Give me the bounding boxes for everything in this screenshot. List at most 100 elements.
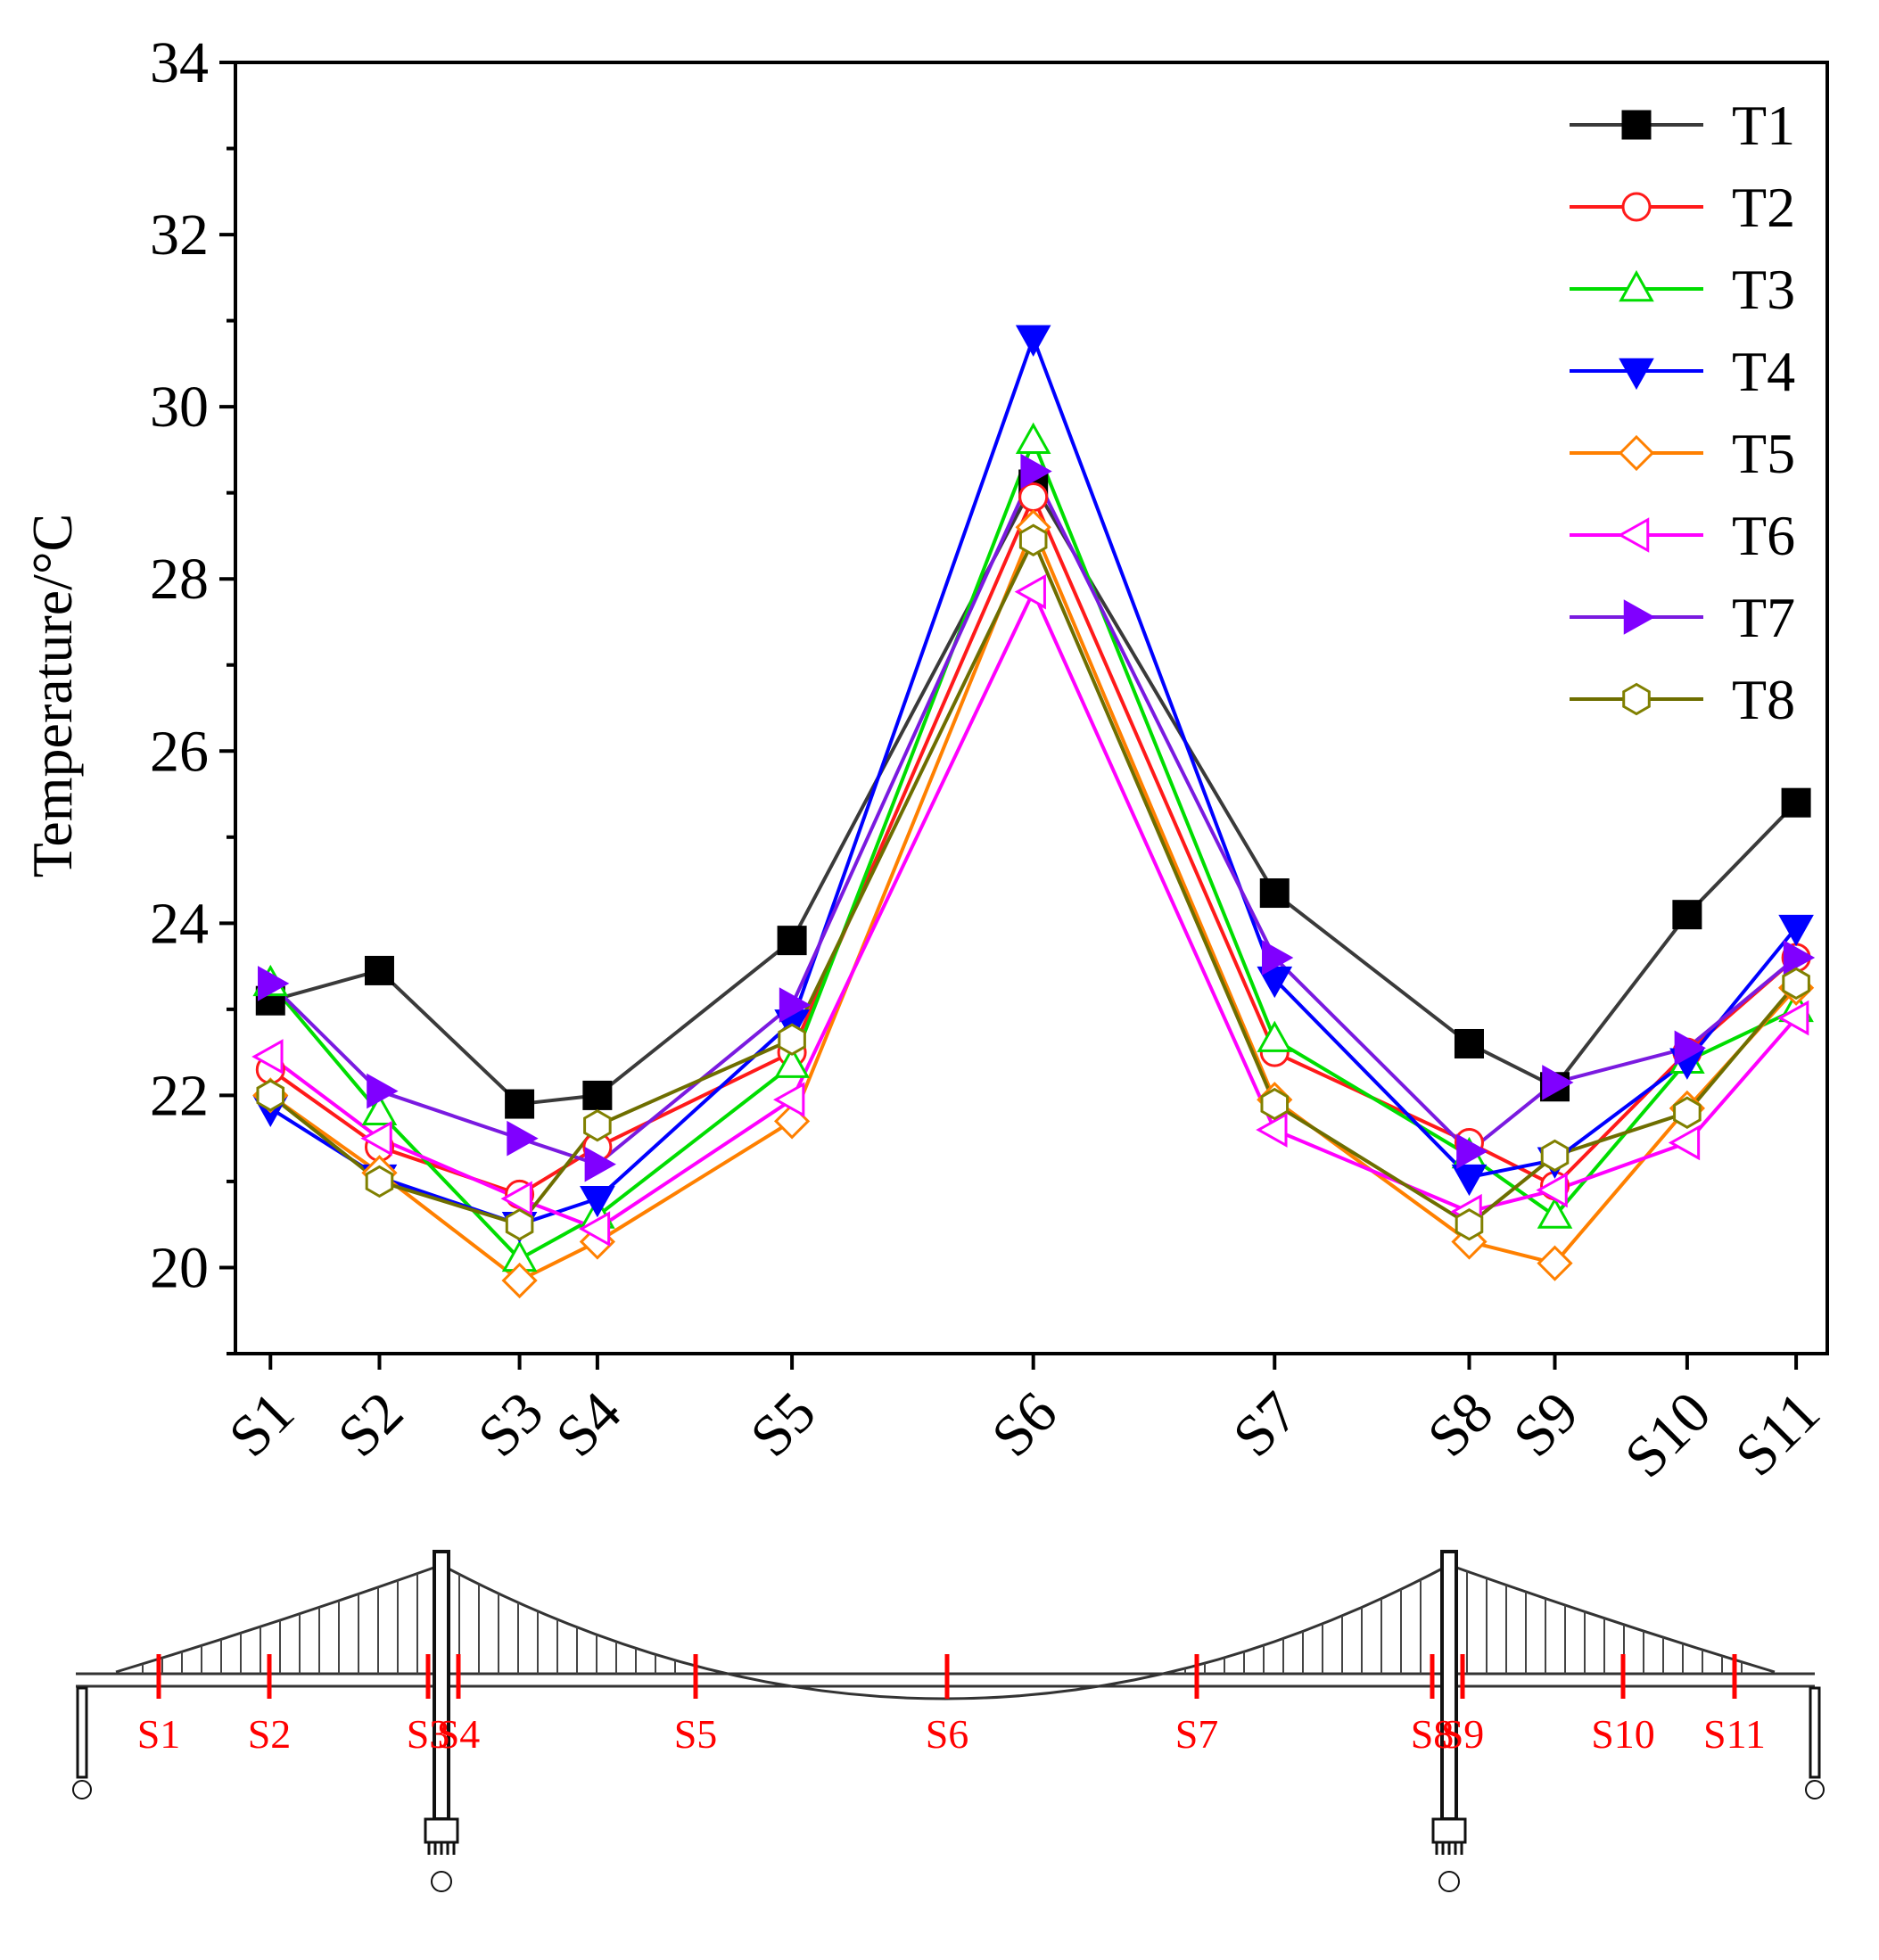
legend-item-T8: T8 <box>1570 668 1795 731</box>
legend-marker <box>1621 110 1652 140</box>
series-T1 <box>269 482 1798 1107</box>
data-point <box>1781 787 1811 818</box>
data-point <box>361 1093 398 1125</box>
section-label: S2 <box>248 1711 292 1757</box>
x-tick-label: S2 <box>326 1379 416 1470</box>
section-label: S7 <box>1175 1711 1219 1757</box>
series-markers-T8 <box>256 523 1810 1241</box>
tower-foundation <box>1431 1817 1467 1844</box>
data-point <box>1778 914 1814 947</box>
y-tick-label: 34 <box>150 30 209 95</box>
data-point <box>1672 900 1702 930</box>
section-label: S9 <box>1441 1711 1485 1757</box>
data-point <box>1674 1030 1706 1066</box>
y-tick-label: 20 <box>150 1235 209 1300</box>
data-point <box>1668 1124 1701 1161</box>
data-point <box>1451 1164 1488 1197</box>
legend: T1 T2 T3 T4 T5 T6 T7 T8 <box>1570 94 1795 731</box>
data-point <box>365 1165 394 1198</box>
legend-marker <box>1621 192 1652 222</box>
data-point <box>251 1039 284 1075</box>
series-line-T1 <box>269 482 1798 1107</box>
legend-item-T6: T6 <box>1570 504 1795 567</box>
data-point <box>1536 1172 1568 1208</box>
data-point <box>367 1073 399 1109</box>
data-point <box>1456 1133 1488 1169</box>
data-point <box>1777 1000 1809 1036</box>
tower <box>433 1550 450 1821</box>
data-point <box>580 1185 615 1218</box>
series-markers-T6 <box>251 573 1809 1247</box>
legend-marker <box>1622 682 1651 716</box>
series-markers-T5 <box>252 509 1815 1299</box>
pier-symbol <box>431 1871 452 1892</box>
data-point <box>1260 1087 1290 1121</box>
section-label: S4 <box>437 1711 481 1757</box>
data-point <box>578 1211 611 1247</box>
legend-label: T7 <box>1732 586 1795 649</box>
y-tick-label: 22 <box>150 1063 209 1128</box>
legend-item-T2: T2 <box>1570 176 1795 239</box>
legend-label: T2 <box>1732 176 1795 239</box>
section-label: S5 <box>674 1711 718 1757</box>
side-cable-right <box>1448 1563 1776 1674</box>
data-point <box>774 1046 810 1078</box>
x-tick-label: S8 <box>1415 1379 1505 1470</box>
legend-label: T3 <box>1732 258 1795 321</box>
series-markers-T1 <box>255 469 1811 1119</box>
y-tick-label: 28 <box>150 547 209 612</box>
data-point <box>773 1082 805 1118</box>
series-markers-T7 <box>258 453 1816 1182</box>
legend-label: T4 <box>1732 340 1795 403</box>
data-point <box>1673 1096 1702 1129</box>
data-point <box>1018 523 1048 556</box>
tower-foundation <box>424 1817 459 1844</box>
series-line-T8 <box>269 538 1798 1227</box>
section-label: S11 <box>1703 1711 1766 1757</box>
pier-symbol <box>1438 1871 1460 1892</box>
section-label: S10 <box>1591 1711 1655 1757</box>
section-label: S3 <box>407 1711 450 1757</box>
x-tick-label: S10 <box>1612 1379 1723 1490</box>
data-point <box>1014 573 1046 610</box>
section-label: S6 <box>926 1711 969 1757</box>
legend-item-T1: T1 <box>1570 94 1795 157</box>
data-point <box>777 926 807 956</box>
series-T8 <box>269 538 1798 1227</box>
legend-marker <box>1617 517 1650 553</box>
plot-border <box>234 61 1829 1355</box>
series-T7 <box>268 469 1798 1166</box>
x-tick-label: S7 <box>1221 1379 1311 1470</box>
data-point <box>1018 482 1049 512</box>
section-label: S8 <box>1411 1711 1455 1757</box>
legend-marker <box>1619 358 1654 391</box>
y-tick-label: 26 <box>150 719 209 784</box>
data-point <box>360 1120 392 1157</box>
legend-item-T3: T3 <box>1570 258 1795 321</box>
legend-item-T5: T5 <box>1570 422 1795 485</box>
legend-label: T1 <box>1732 94 1795 157</box>
data-point <box>1537 1197 1573 1229</box>
y-tick-label: 24 <box>150 891 209 956</box>
data-point <box>505 1207 534 1241</box>
x-tick-label: S9 <box>1501 1379 1591 1470</box>
series-T3 <box>268 439 1797 1261</box>
x-tick-label: S6 <box>979 1379 1069 1470</box>
data-point <box>1015 422 1051 454</box>
side-cable-left <box>115 1563 442 1674</box>
y-axis: 20 22 24 26 28 30 32 34 <box>150 30 235 1355</box>
series-layer <box>251 325 1816 1299</box>
data-point <box>1454 1028 1484 1058</box>
data-point <box>501 1262 538 1299</box>
data-point <box>778 1023 806 1056</box>
data-point <box>364 955 394 985</box>
series-T5 <box>269 525 1798 1282</box>
data-point <box>1259 878 1290 909</box>
data-point <box>1537 1245 1573 1281</box>
y-tick-label: 30 <box>150 375 209 440</box>
data-point <box>256 1079 285 1112</box>
legend-item-T7: T7 <box>1570 586 1795 649</box>
